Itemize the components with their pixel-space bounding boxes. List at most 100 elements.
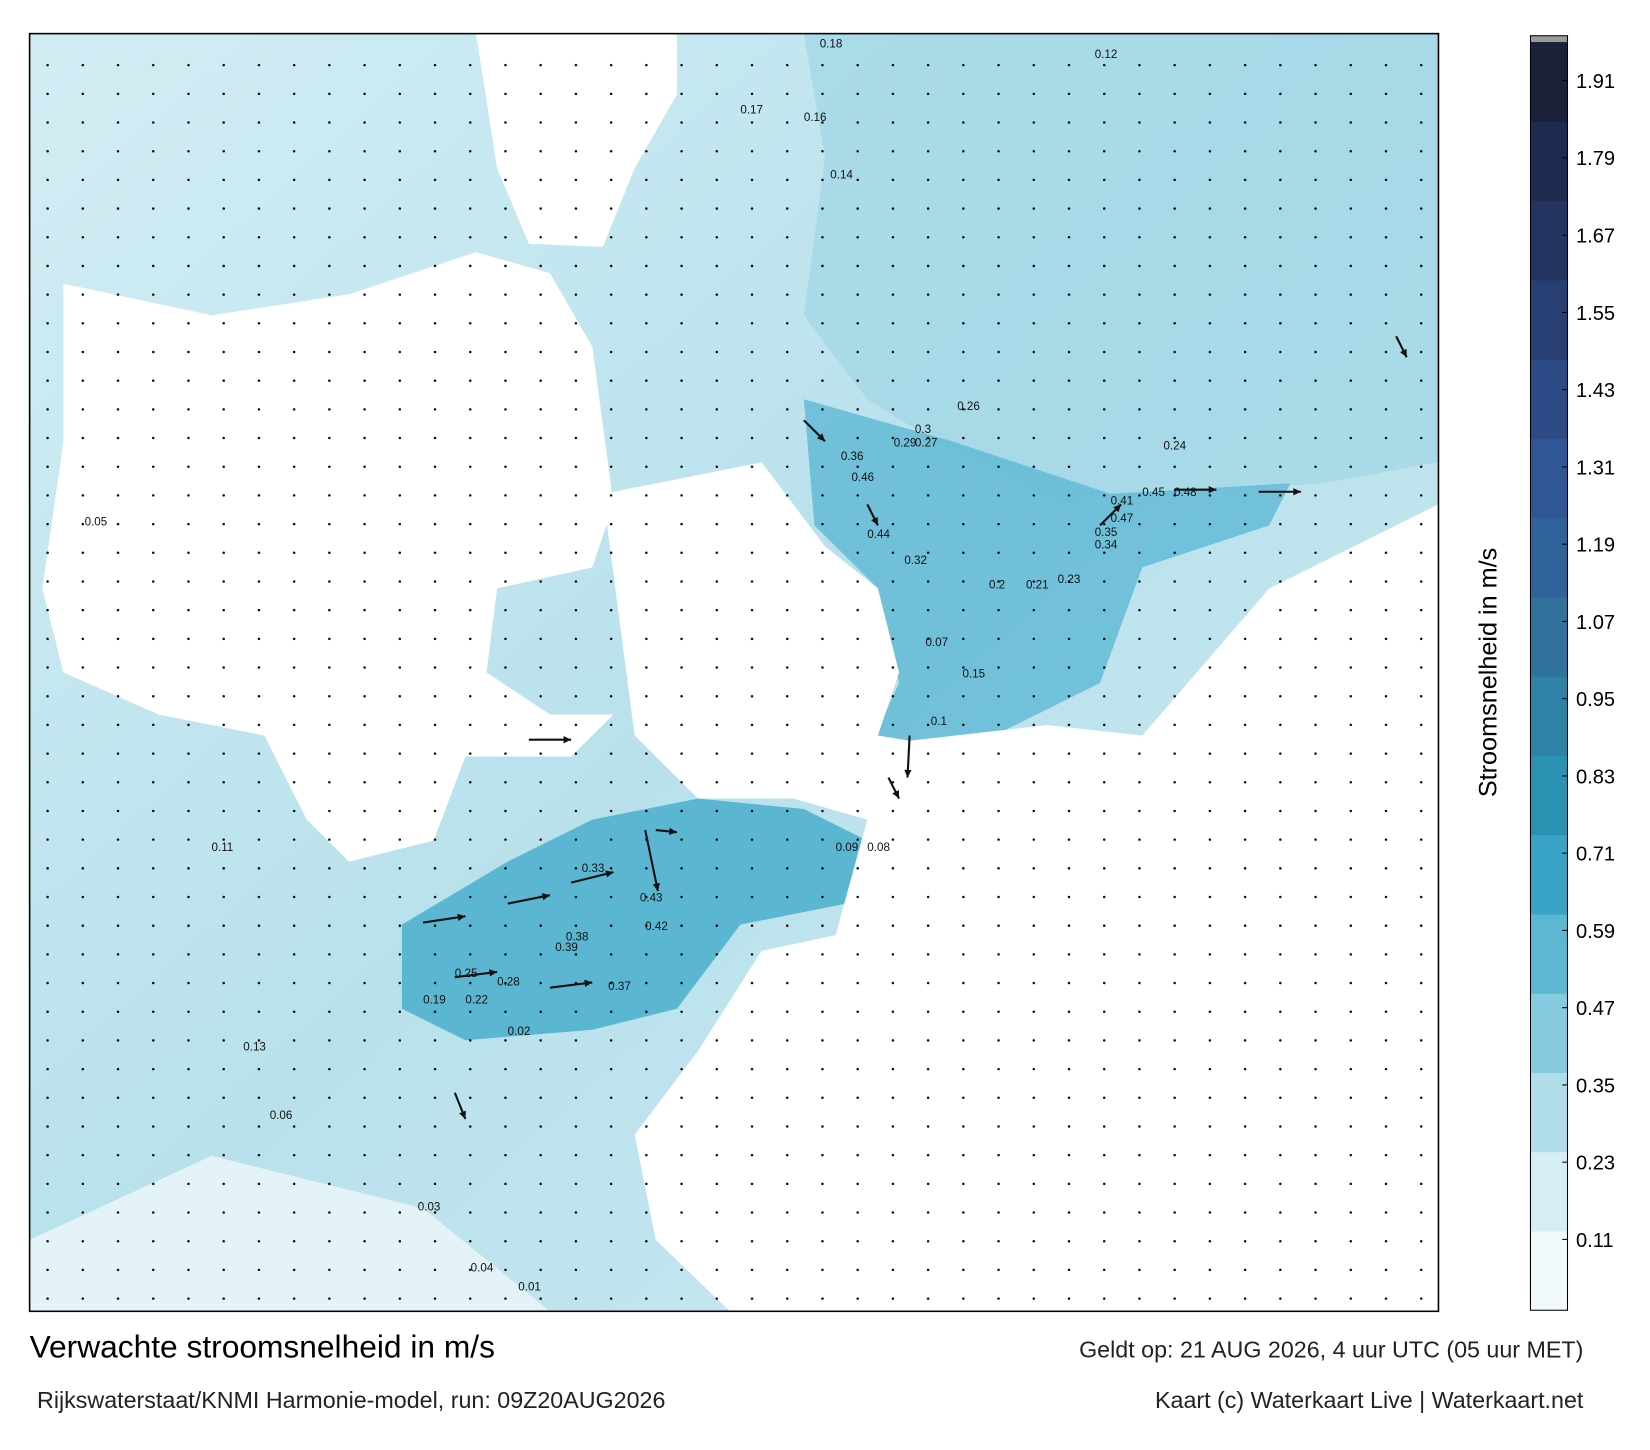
vector-dot xyxy=(1067,1211,1071,1214)
vector-dot xyxy=(1314,1239,1317,1243)
vector-dot xyxy=(1138,293,1141,296)
vector-dot xyxy=(891,551,895,555)
vector-dot xyxy=(1102,1010,1106,1014)
vector-dot xyxy=(1243,953,1247,956)
vector-dot xyxy=(1243,1125,1247,1128)
vector-dot xyxy=(926,1096,930,1100)
vector-dot xyxy=(715,1125,719,1128)
vector-dot xyxy=(504,1125,507,1128)
vector-dot xyxy=(962,1010,965,1014)
vector-dot xyxy=(1279,1297,1282,1300)
vector-dot xyxy=(1384,637,1388,641)
vector-dot xyxy=(856,322,859,325)
vector-dot xyxy=(962,1067,965,1071)
vector-dot xyxy=(1279,207,1282,210)
vector-dot xyxy=(539,838,542,841)
vector-dot xyxy=(1032,235,1036,239)
vector-dot xyxy=(926,953,930,956)
vector-dot xyxy=(433,1153,437,1157)
vector-dot xyxy=(609,235,613,239)
vector-dot xyxy=(292,1239,296,1243)
vector-dot xyxy=(715,1039,719,1042)
vector-dot xyxy=(222,379,225,382)
vector-dot xyxy=(609,551,613,555)
vector-dot xyxy=(856,1039,859,1042)
vector-dot xyxy=(785,465,789,468)
vector-dot xyxy=(468,63,472,67)
vector-dot xyxy=(997,694,1000,698)
vector-dot xyxy=(1102,1039,1106,1042)
speed-label: 0.1 xyxy=(931,716,947,728)
vector-dot xyxy=(1138,1039,1141,1042)
vector-dot xyxy=(891,92,895,96)
vector-dot xyxy=(292,350,296,354)
vector-dot xyxy=(46,379,49,382)
vector-dot xyxy=(1349,207,1353,210)
vector-dot xyxy=(1208,694,1212,698)
vector-dot xyxy=(997,1096,1000,1100)
vector-dot xyxy=(398,1239,402,1243)
vector-dot xyxy=(926,981,930,985)
vector-dot xyxy=(750,1039,754,1042)
vector-dot xyxy=(750,293,754,296)
vector-dot xyxy=(962,436,965,440)
vector-dot xyxy=(1243,723,1247,727)
vector-dot xyxy=(715,895,719,899)
vector-dot xyxy=(468,551,472,555)
vector-dot xyxy=(856,637,859,641)
vector-dot xyxy=(222,293,225,296)
vector-dot xyxy=(398,981,402,985)
vector-dot xyxy=(257,1153,261,1157)
vector-dot xyxy=(433,408,437,411)
vector-dot xyxy=(1243,1297,1247,1300)
vector-dot xyxy=(785,838,789,841)
vector-dot xyxy=(750,63,754,67)
vector-dot xyxy=(926,379,930,382)
vector-dot xyxy=(257,149,261,153)
vector-dot xyxy=(962,924,965,927)
vector-dot xyxy=(785,1297,789,1300)
vector-dot xyxy=(997,1268,1000,1272)
vector-dot xyxy=(187,1067,190,1071)
vector-dot xyxy=(151,895,155,899)
vector-dot xyxy=(1032,551,1036,555)
vector-dot xyxy=(962,293,965,296)
vector-dot xyxy=(187,809,190,813)
vector-dot xyxy=(81,1182,85,1186)
vector-dot xyxy=(1208,924,1212,927)
speed-label: 0.27 xyxy=(915,438,938,450)
vector-dot xyxy=(856,494,859,497)
vector-dot xyxy=(715,637,719,641)
vector-dot xyxy=(574,92,578,96)
vector-dot xyxy=(1384,293,1388,296)
vector-dot xyxy=(363,867,366,870)
vector-dot xyxy=(785,953,789,956)
vector-dot xyxy=(1349,637,1353,641)
vector-dot xyxy=(1314,1125,1317,1128)
vector-dot xyxy=(680,149,683,153)
vector-dot xyxy=(926,867,930,870)
vector-dot xyxy=(574,149,578,153)
vector-dot xyxy=(997,522,1000,526)
vector-dot xyxy=(891,752,895,755)
vector-dot xyxy=(257,867,261,870)
vector-dot xyxy=(1208,1067,1212,1071)
vector-dot xyxy=(821,121,824,124)
vector-dot xyxy=(926,752,930,755)
vector-dot xyxy=(116,207,120,210)
vector-dot xyxy=(574,121,578,124)
vector-dot xyxy=(609,867,613,870)
vector-dot xyxy=(750,322,754,325)
vector-dot xyxy=(891,953,895,956)
flow-arrow-head xyxy=(668,827,677,836)
vector-dot xyxy=(328,1153,331,1157)
vector-dot xyxy=(1314,953,1317,956)
vector-dot xyxy=(1349,149,1353,153)
vector-dot xyxy=(398,350,402,354)
vector-dot xyxy=(187,867,190,870)
vector-dot xyxy=(785,1182,789,1186)
vector-dot xyxy=(1279,723,1282,727)
vector-dot xyxy=(750,1268,754,1272)
flow-arrow-head xyxy=(1293,488,1301,496)
vector-dot xyxy=(715,752,719,755)
